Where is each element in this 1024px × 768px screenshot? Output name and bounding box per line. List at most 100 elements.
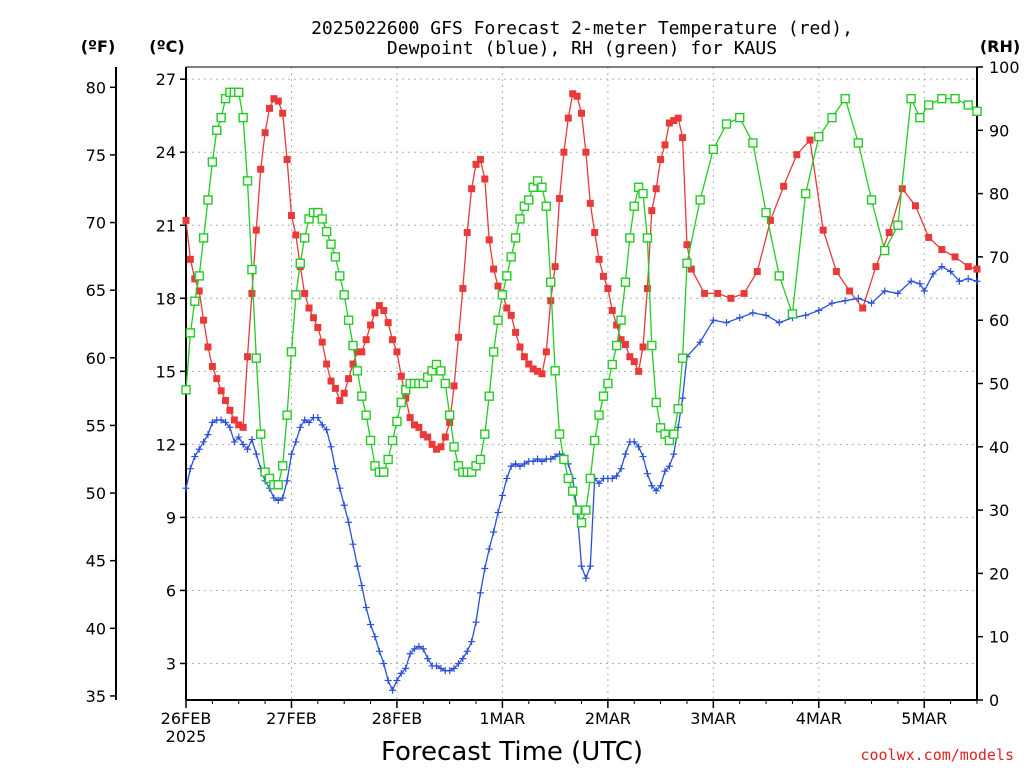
celsius-unit-label: (ºC) (149, 37, 184, 56)
data-point-2-meter-temperature (591, 229, 599, 237)
data-point-2-meter-temperature (525, 360, 533, 368)
rh-tick-label: 80 (989, 185, 1009, 204)
data-point-rh (198, 233, 209, 243)
data-point-dewpoint (520, 460, 528, 468)
data-point-rh (761, 207, 771, 218)
data-point-rh (234, 87, 244, 98)
data-point-2-meter-temperature (349, 360, 357, 368)
data-point-rh (629, 201, 639, 211)
data-point-2-meter-temperature (564, 114, 572, 122)
data-point-rh (682, 258, 692, 268)
data-point-2-meter-temperature (714, 289, 722, 297)
data-point-dewpoint (507, 462, 515, 470)
data-point-dewpoint (476, 589, 484, 597)
data-point-rh (251, 353, 262, 363)
data-point-2-meter-temperature (244, 353, 252, 361)
data-point-2-meter-temperature (331, 384, 339, 392)
data-point-2-meter-temperature (520, 353, 528, 361)
fahrenheit-tick-label: 60 (86, 349, 106, 368)
data-point-rh (190, 296, 200, 306)
data-point-2-meter-temperature (604, 285, 612, 293)
data-point-2-meter-temperature (411, 421, 419, 429)
data-point-rh (880, 245, 890, 256)
data-point-2-meter-temperature (911, 202, 919, 210)
data-point-dewpoint (375, 647, 383, 655)
data-point-2-meter-temperature (753, 268, 761, 276)
data-point-dewpoint (657, 482, 665, 490)
data-point-dewpoint (292, 438, 300, 446)
data-point-rh (563, 473, 574, 484)
rh-tick-label: 40 (989, 438, 1009, 457)
x-tick-label: 27FEB (266, 709, 317, 728)
data-point-2-meter-temperature (362, 336, 370, 344)
data-point-2-meter-temperature (200, 316, 208, 324)
data-point-dewpoint (380, 659, 388, 667)
data-point-2-meter-temperature (534, 367, 542, 375)
data-point-rh (906, 93, 916, 104)
series-line-dewpoint (185, 265, 978, 692)
data-point-2-meter-temperature (463, 229, 471, 237)
data-point-rh (436, 366, 446, 376)
data-point-2-meter-temperature (415, 423, 423, 431)
data-point-dewpoint (270, 494, 278, 502)
data-point-2-meter-temperature (279, 109, 287, 117)
data-point-2-meter-temperature (819, 226, 827, 234)
data-point-dewpoint (696, 338, 704, 346)
data-point-2-meter-temperature (670, 117, 678, 125)
data-point-2-meter-temperature (766, 216, 774, 224)
data-point-dewpoint (454, 659, 462, 667)
data-point-2-meter-temperature (257, 165, 265, 173)
data-point-rh (972, 106, 982, 117)
data-point-2-meter-temperature (556, 194, 564, 202)
data-point-2-meter-temperature (424, 433, 432, 441)
data-point-2-meter-temperature (485, 236, 493, 244)
data-point-2-meter-temperature (283, 156, 291, 164)
data-point-dewpoint (287, 450, 295, 458)
data-point-2-meter-temperature (846, 287, 854, 295)
data-point-rh (277, 461, 288, 471)
data-point-2-meter-temperature (938, 246, 946, 254)
data-point-dewpoint (182, 484, 190, 492)
data-point-2-meter-temperature (665, 119, 673, 127)
data-point-dewpoint (208, 418, 216, 426)
data-point-dewpoint (226, 423, 234, 431)
series (181, 87, 982, 694)
data-point-dewpoint (736, 314, 744, 322)
data-point-2-meter-temperature (375, 302, 383, 310)
data-point-2-meter-temperature (885, 229, 893, 237)
data-point-2-meter-temperature (674, 114, 682, 122)
data-point-dewpoint (973, 277, 981, 285)
data-point-dewpoint (424, 655, 432, 663)
data-point-rh (748, 138, 758, 148)
data-point-dewpoint (955, 277, 963, 285)
data-point-2-meter-temperature (832, 268, 840, 276)
celsius-tick-label: 21 (156, 216, 176, 235)
data-point-rh (383, 454, 393, 465)
celsius-tick-label: 12 (156, 435, 176, 454)
data-point-rh (541, 201, 552, 211)
data-point-rh (216, 112, 226, 123)
data-point-dewpoint (397, 669, 405, 677)
data-point-dewpoint (547, 455, 555, 463)
grid (185, 67, 977, 700)
data-point-dewpoint (578, 562, 585, 570)
data-point-dewpoint (331, 465, 339, 473)
data-point-rh (721, 119, 732, 129)
fahrenheit-tick-label: 35 (86, 687, 106, 706)
data-point-dewpoint (907, 277, 915, 285)
data-point-2-meter-temperature (358, 348, 366, 356)
data-point-dewpoint (222, 418, 230, 426)
data-point-rh (480, 429, 490, 439)
data-point-2-meter-temperature (494, 282, 502, 290)
rh-tick-label: 70 (989, 248, 1009, 267)
data-point-rh (488, 347, 499, 357)
data-point-2-meter-temperature (621, 341, 629, 349)
data-point-rh (194, 271, 204, 281)
data-point-2-meter-temperature (222, 397, 230, 405)
data-point-dewpoint (652, 487, 660, 495)
data-point-2-meter-temperature (481, 175, 489, 183)
data-point-dewpoint (648, 482, 656, 490)
data-point-2-meter-temperature (780, 182, 788, 190)
data-point-rh (317, 214, 327, 224)
